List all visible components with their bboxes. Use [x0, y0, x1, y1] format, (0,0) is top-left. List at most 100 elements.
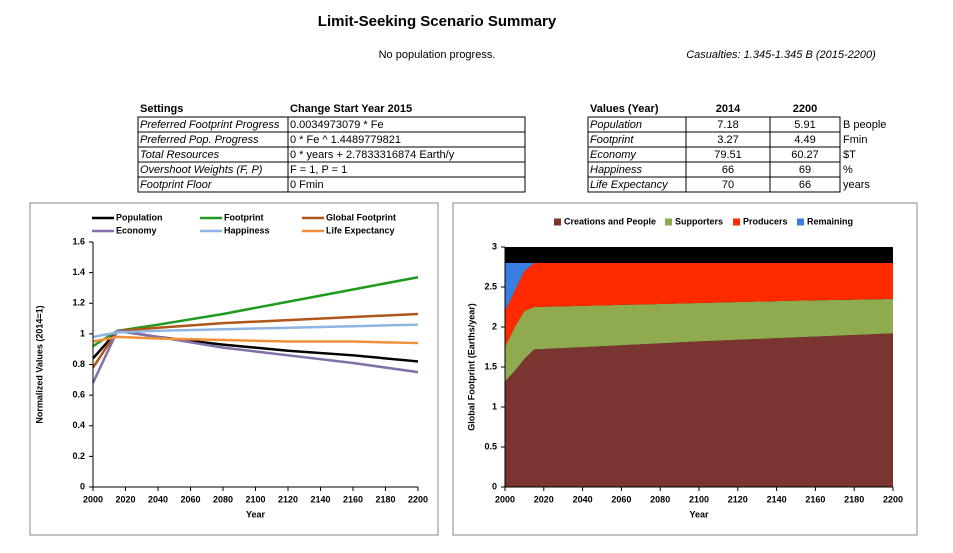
table-header: Values (Year): [590, 103, 659, 115]
series-line: [92, 323, 419, 339]
series-line: [91, 329, 419, 384]
x-tick-label: 2100: [245, 494, 265, 504]
x-tick-label: 2140: [310, 494, 330, 504]
table-cell: F = 1, P = 1: [290, 164, 347, 176]
series-line: [92, 335, 419, 345]
y-axis-label: Normalized Values (2014=1): [34, 305, 44, 423]
table-cell: 7.18: [717, 119, 738, 131]
y-tick-label: 2: [492, 321, 497, 331]
y-tick-label: 0.4: [72, 420, 85, 430]
x-tick-label: 2180: [375, 494, 395, 504]
legend-swatch: [797, 218, 804, 226]
x-axis-label: Year: [689, 509, 709, 519]
x-tick-label: 2000: [495, 494, 515, 504]
y-tick-label: 1.6: [72, 236, 85, 246]
table-header: Settings: [140, 103, 183, 115]
table-header: 2014: [716, 103, 741, 115]
table-cell: 66: [722, 164, 734, 176]
legend-label: Creations and People: [564, 216, 656, 226]
table-cell: Population: [590, 119, 642, 131]
x-tick-label: 2060: [611, 494, 631, 504]
legend-label: Global Footprint: [326, 212, 396, 222]
note: No population progress.: [379, 49, 496, 61]
y-tick-label: 1.5: [484, 361, 497, 371]
table-cell: Overshoot Weights (F, P): [140, 164, 263, 176]
y-tick-label: 1.2: [72, 298, 85, 308]
table-cell: years: [843, 179, 870, 191]
table-cell: Preferred Footprint Progress: [140, 119, 280, 131]
x-tick-label: 2040: [573, 494, 593, 504]
series-area: [505, 299, 893, 382]
x-tick-label: 2000: [83, 494, 103, 504]
x-tick-label: 2080: [650, 494, 670, 504]
table-cell: 79.51: [714, 149, 742, 161]
x-tick-label: 2160: [805, 494, 825, 504]
x-tick-label: 2080: [213, 494, 233, 504]
table-cell: $T: [843, 149, 856, 161]
legend-label: Population: [116, 212, 163, 222]
y-tick-label: 3: [492, 241, 497, 251]
y-tick-label: 0: [492, 481, 497, 491]
legend-label: Producers: [743, 216, 788, 226]
table-header: 2200: [793, 103, 817, 115]
x-tick-label: 2180: [844, 494, 864, 504]
x-tick-label: 2020: [115, 494, 135, 504]
legend-label: Economy: [116, 225, 157, 235]
table-cell: 5.91: [794, 119, 815, 131]
x-tick-label: 2100: [689, 494, 709, 504]
chart-frame: [452, 202, 918, 536]
legend-swatch: [733, 218, 740, 226]
table-cell: 60.27: [791, 149, 819, 161]
table-cell: 4.49: [794, 134, 815, 146]
x-tick-label: 2120: [728, 494, 748, 504]
legend-swatch: [554, 218, 561, 226]
series-line: [92, 275, 419, 348]
chart-frame: [29, 202, 439, 536]
table-cell: Happiness: [590, 164, 642, 176]
x-axis-label: Year: [246, 509, 266, 519]
x-tick-label: 2200: [883, 494, 903, 504]
legend-label: Life Expectancy: [326, 225, 395, 235]
table-cell: Fmin: [843, 134, 867, 146]
table-cell: 0.0034973079 * Fe: [290, 119, 384, 131]
series-area: [505, 333, 893, 487]
y-tick-label: 2.5: [484, 281, 497, 291]
x-tick-label: 2120: [278, 494, 298, 504]
x-tick-label: 2040: [148, 494, 168, 504]
table-border: [137, 116, 526, 193]
table-cell: %: [843, 164, 853, 176]
y-tick-label: 1.4: [72, 267, 85, 277]
table-cell: Footprint Floor: [140, 179, 213, 191]
x-tick-label: 2200: [408, 494, 428, 504]
table-cell: 3.27: [717, 134, 738, 146]
legend-label: Footprint: [224, 212, 264, 222]
table-cell: Economy: [590, 149, 637, 161]
y-axis-label: Global Footprint (Earths/year): [466, 303, 476, 431]
x-tick-label: 2020: [534, 494, 554, 504]
x-tick-label: 2160: [343, 494, 363, 504]
table-cell: 69: [799, 164, 811, 176]
table-cell: 70: [722, 179, 734, 191]
table-cell: Total Resources: [140, 149, 220, 161]
page-title: Limit-Seeking Scenario Summary: [318, 13, 557, 30]
casualties: Casualties: 1.345-1.345 B (2015-2200): [686, 49, 876, 61]
y-tick-label: 0.8: [72, 359, 85, 369]
y-tick-label: 0.6: [72, 390, 85, 400]
table-cell: 0 Fmin: [290, 179, 324, 191]
y-tick-label: 0: [80, 481, 85, 491]
table-cell: 66: [799, 179, 811, 191]
y-tick-label: 0.2: [72, 451, 85, 461]
table-border: [587, 116, 841, 193]
x-tick-label: 2140: [767, 494, 787, 504]
legend-label: Remaining: [807, 216, 853, 226]
table-cell: 0 * years + 2.7833316874 Earth/y: [290, 149, 455, 161]
table-cell: Life Expectancy: [590, 179, 669, 191]
y-tick-label: 1: [80, 328, 85, 338]
y-tick-label: 1: [492, 401, 497, 411]
legend-label: Happiness: [224, 225, 270, 235]
y-tick-label: 0.5: [484, 441, 497, 451]
table-cell: Preferred Pop. Progress: [140, 134, 259, 146]
legend-swatch: [665, 218, 672, 226]
table-cell: B people: [843, 119, 886, 131]
